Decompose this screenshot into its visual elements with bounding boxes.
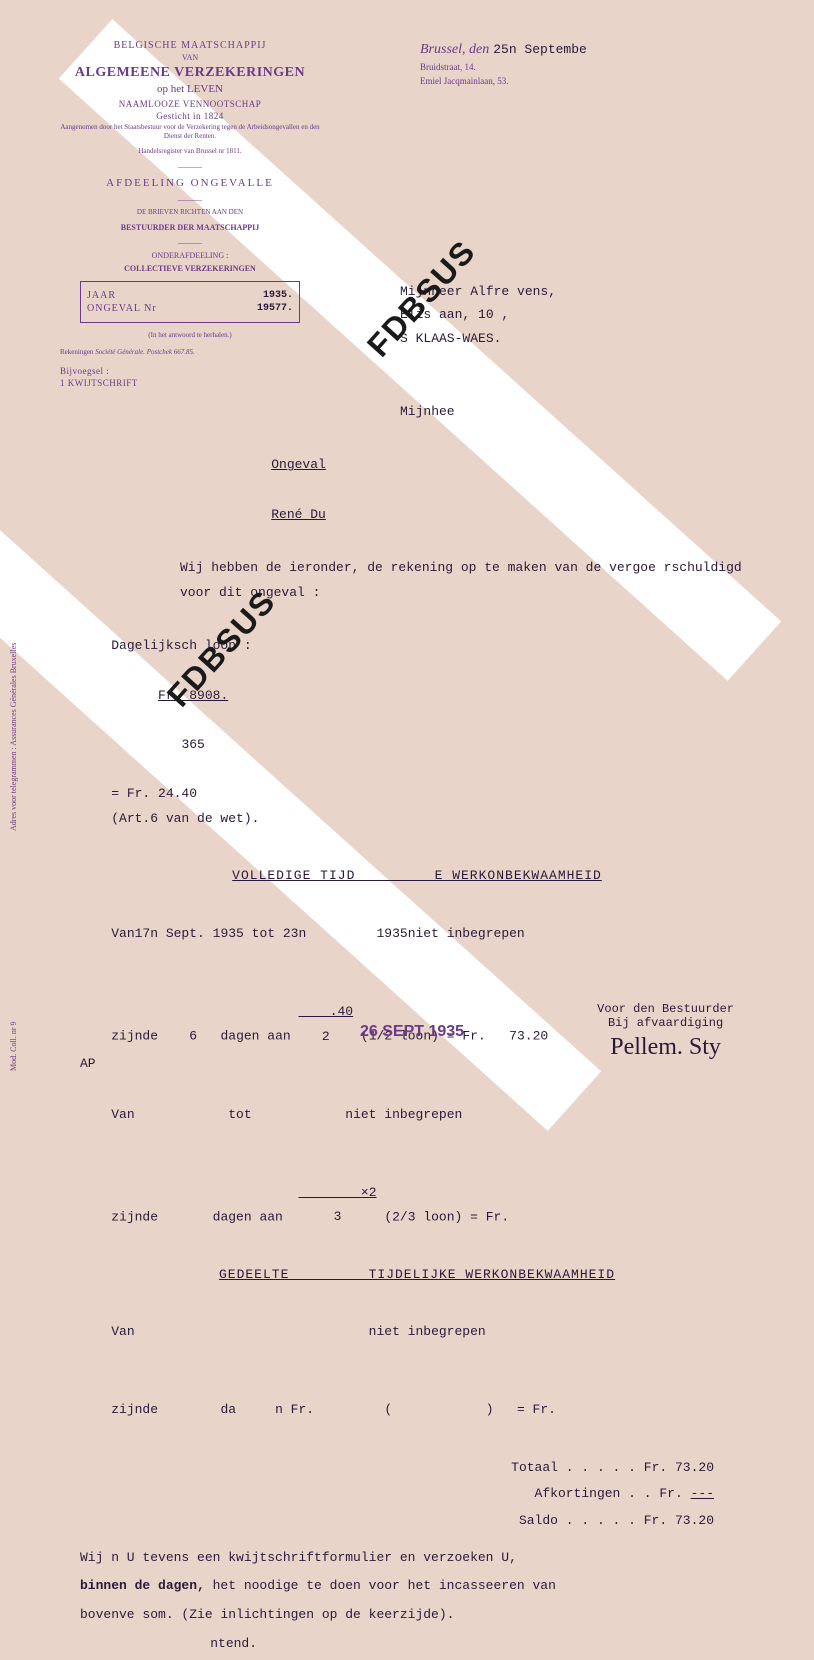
sender-address2: Emiel Jacqmainlaan, 53. [420,76,587,86]
p1-div: 2 [322,1029,330,1044]
city: Brussel, den [420,42,489,57]
stamp-date: 26 SEPT 1935 [360,1023,464,1041]
attachment-label: Bijvoegsel : [60,366,320,376]
attachment-value: 1 KWIJTSCHRIFT [60,378,320,388]
year-value: 1935. [263,290,293,301]
subject-value: René Du [271,507,326,522]
p3-fr: n Fr. [275,1402,314,1417]
p1-rate: .40 [299,1004,354,1019]
closing-line3: bovenve som. (Zie inlichtingen op de kee… [80,1603,754,1628]
instruction: DE BRIEVEN RICHTEN AAN DEN [60,208,320,217]
year-label: JAAR [87,290,116,301]
p1-days: 6 [189,1029,197,1044]
divider: ——— [60,162,320,171]
subject-label: Ongeval [271,457,326,472]
p2-days-label: dagen aan [213,1209,283,1224]
company-approval: Aangenomen door het Staatsbestuur voor d… [60,123,320,141]
date-location: Brussel, den 25n Septembe Bruidstraat, 1… [420,40,587,86]
p1-from: 17n Sept. 1935 [135,926,244,941]
reply-note: (In het antwoord te herhalen.) [60,331,320,340]
p3-from-label: Van [111,1324,134,1339]
accounts-value: Société Générale. Postchek 667.85. [95,348,195,356]
company-name: ALGEMEENE VERZEKERINGEN [60,65,320,81]
sender-address1: Bruidstraat, 14. [420,62,587,72]
subdept-label: ONDERAFDEELING : [60,251,320,260]
p3-paren: ( ) [384,1402,493,1417]
salutation: Mijnhee [400,400,754,425]
p2-mult: ×2 [361,1185,377,1200]
signature-block: Voor den Bestuurder Bij afvaardiging Pel… [597,1002,734,1061]
p2-being: zijnde [111,1209,158,1224]
mod-coll: Mod. Coll. nr 9 [9,1021,18,1071]
balance-label: Saldo . . . . . Fr. [519,1513,667,1528]
p3-not-inc: niet inbegrepen [369,1324,486,1339]
signature-line2: Bij afvaardiging [597,1016,734,1030]
department: AFDEELING ONGEVALLE [60,177,320,189]
p2-not-inc: niet inbegrepen [345,1107,462,1122]
p1-not-inc: niet inbegrepen [408,926,525,941]
section2-header: GEDEELTE TIJDELIJKE WERKONBEKWAAMHEID [80,1263,754,1288]
date-value: 25n Septembe [493,42,587,57]
letterhead: BELGISCHE MAATSCHAPPIJ VAN ALGEMEENE VER… [60,40,320,390]
wage-article: (Art.6 van de wet). [111,811,259,826]
deduction-value: --- [691,1486,714,1501]
p2-div: 3 [334,1209,342,1224]
p2-wage-type: (2/3 loon) [384,1209,462,1224]
total-value: 73.20 [675,1460,714,1475]
totals-block: Totaal . . . . . Fr. 73.20 Afkortingen .… [80,1456,754,1534]
recipient-line3: S KLAAS-WAES. [400,327,556,350]
p2-to-label: tot [228,1107,251,1122]
balance-value: 73.20 [675,1513,714,1528]
deduction-label: Afkortingen . . Fr. [535,1486,683,1501]
director-label: BESTUURDER DER MAATSCHAPPIJ [60,223,320,232]
company-founded: Gesticht in 1824 [60,111,320,121]
p1-being: zijnde [111,1029,158,1044]
divider: ——— [60,238,320,247]
subdept: COLLECTIEVE VERZEKERINGEN [60,264,320,273]
divider: ——— [60,195,320,204]
wage-denominator: 365 [181,737,204,752]
accounts-label: Rekeningen [60,348,93,356]
p3-da: da [220,1402,236,1417]
accident-label: ONGEVAL Nr [87,303,157,314]
closing-line2-rest: het noodige te doen voor het incasseeren… [205,1578,556,1593]
closing-line4: ntend. [140,1632,754,1657]
closing-line2-bold: binnen de dagen, [80,1578,205,1593]
closing-line1: Wij n U tevens een kwijtschriftformulier… [80,1550,517,1565]
p1-to: 23n 1935 [283,926,408,941]
reference-box: JAAR 1935. ONGEVAL Nr 19577. [80,281,300,323]
accident-value: 19577. [257,303,293,314]
p2-from-label: Van [111,1107,134,1122]
signature-line1: Voor den Bestuurder [597,1002,734,1016]
letterhead-line2: VAN [60,53,320,62]
company-register: Handelsregister van Brussel nr 1811. [60,147,320,156]
p3-being: zijnde [111,1402,158,1417]
p2-amount: = Fr. [470,1209,509,1224]
p1-days-label: dagen aan [220,1029,290,1044]
p3-amount: = Fr. [517,1402,556,1417]
section1-header: VOLLEDIGE TIJD E WERKONBEKWAAMHEID [80,864,754,889]
wage-result: = Fr. 24.40 [111,786,197,801]
p1-from-label: Van [111,926,134,941]
telegram-address: Adres voor telegrammen : Assurances Géné… [9,643,18,831]
signature-scribble: Pellem. Sty [597,1034,734,1061]
letterhead-line1: BELGISCHE MAATSCHAPPIJ [60,40,320,51]
ap-mark: AP [80,1056,96,1071]
company-type: NAAMLOOZE VENNOOTSCHAP [60,99,320,109]
total-label: Totaal . . . . . Fr. [511,1460,667,1475]
p1-to-label: tot [252,926,275,941]
company-subtitle: op het LEVEN [60,83,320,95]
